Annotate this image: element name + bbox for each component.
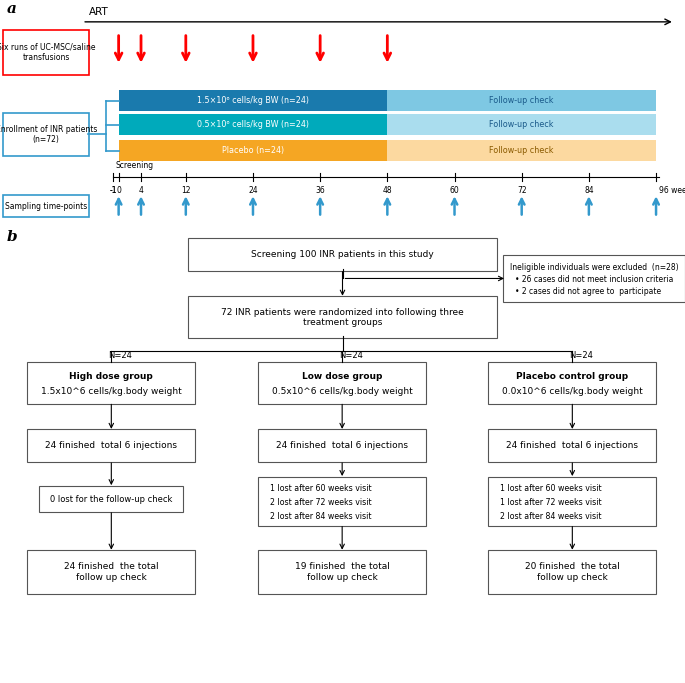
Text: b: b — [7, 230, 18, 244]
Text: Low dose group: Low dose group — [302, 372, 382, 381]
Text: N=24: N=24 — [338, 351, 362, 361]
Bar — [387, 90, 656, 111]
Text: 84: 84 — [584, 186, 594, 195]
Bar — [387, 141, 656, 161]
FancyBboxPatch shape — [488, 430, 656, 462]
Text: 2 lost after 84 weeks visit: 2 lost after 84 weeks visit — [500, 512, 601, 521]
Text: a: a — [7, 2, 16, 16]
Text: 0: 0 — [116, 186, 121, 195]
Bar — [119, 141, 387, 161]
Bar — [119, 90, 387, 111]
Text: 20 finished  the total
follow up check: 20 finished the total follow up check — [525, 562, 620, 582]
Text: 72 INR patients were randomized into following three
treatment groups: 72 INR patients were randomized into fol… — [221, 307, 464, 327]
Text: 2 lost after 84 weeks visit: 2 lost after 84 weeks visit — [270, 512, 371, 521]
Text: Follow-up check: Follow-up check — [490, 146, 554, 155]
Text: 48: 48 — [382, 186, 392, 195]
Text: 4: 4 — [138, 186, 143, 195]
FancyBboxPatch shape — [488, 550, 656, 594]
Text: 2 lost after 72 weeks visit: 2 lost after 72 weeks visit — [270, 498, 371, 507]
Text: 0.5x10^6 cells/kg.body weight: 0.5x10^6 cells/kg.body weight — [272, 387, 412, 395]
Text: Six runs of UC-MSC/saline
transfusions: Six runs of UC-MSC/saline transfusions — [0, 43, 95, 62]
Bar — [387, 114, 656, 135]
FancyBboxPatch shape — [258, 362, 426, 404]
Text: 12: 12 — [181, 186, 190, 195]
Text: 60: 60 — [449, 186, 460, 195]
Text: 24 finished  total 6 injections: 24 finished total 6 injections — [45, 441, 177, 451]
FancyBboxPatch shape — [3, 29, 89, 75]
Text: 1 lost after 60 weeks visit: 1 lost after 60 weeks visit — [270, 484, 371, 494]
FancyBboxPatch shape — [3, 113, 89, 156]
Text: -1: -1 — [110, 186, 116, 195]
Text: 24: 24 — [248, 186, 258, 195]
FancyBboxPatch shape — [39, 486, 184, 512]
Text: N=24: N=24 — [108, 351, 132, 361]
Text: Enrollment of INR patients
(n=72): Enrollment of INR patients (n=72) — [0, 125, 97, 144]
FancyBboxPatch shape — [258, 477, 426, 526]
FancyBboxPatch shape — [188, 296, 497, 338]
Text: 19 finished  the total
follow up check: 19 finished the total follow up check — [295, 562, 390, 582]
Text: Placebo control group: Placebo control group — [516, 372, 628, 381]
FancyBboxPatch shape — [27, 550, 195, 594]
FancyBboxPatch shape — [258, 550, 426, 594]
Text: Screening 100 INR patients in this study: Screening 100 INR patients in this study — [251, 250, 434, 259]
Text: Screening: Screening — [115, 161, 153, 171]
FancyBboxPatch shape — [258, 430, 426, 462]
Text: Sampling time-points: Sampling time-points — [5, 201, 88, 210]
Text: 0 lost for the follow-up check: 0 lost for the follow-up check — [50, 494, 173, 503]
Text: N=24: N=24 — [569, 351, 593, 361]
Text: 0.5×10⁶ cells/kg BW (n=24): 0.5×10⁶ cells/kg BW (n=24) — [197, 120, 309, 129]
Text: ART: ART — [89, 8, 109, 18]
Text: 0.0x10^6 cells/kg.body weight: 0.0x10^6 cells/kg.body weight — [502, 387, 643, 395]
Text: 24 finished  total 6 injections: 24 finished total 6 injections — [276, 441, 408, 451]
FancyBboxPatch shape — [503, 255, 685, 302]
Text: 24 finished  the total
follow up check: 24 finished the total follow up check — [64, 562, 159, 582]
Text: Placebo (n=24): Placebo (n=24) — [222, 146, 284, 155]
FancyBboxPatch shape — [27, 362, 195, 404]
Text: 1.5×10⁶ cells/kg BW (n=24): 1.5×10⁶ cells/kg BW (n=24) — [197, 96, 309, 105]
FancyBboxPatch shape — [488, 477, 656, 526]
Text: • 26 cases did not meet inclusion criteria: • 26 cases did not meet inclusion criter… — [515, 275, 673, 284]
FancyBboxPatch shape — [488, 362, 656, 404]
Bar — [119, 114, 387, 135]
Text: • 2 cases did not agree to  participate: • 2 cases did not agree to participate — [515, 288, 661, 296]
Text: Follow-up check: Follow-up check — [490, 120, 554, 129]
Text: 1 lost after 72 weeks visit: 1 lost after 72 weeks visit — [500, 498, 601, 507]
Text: 1 lost after 60 weeks visit: 1 lost after 60 weeks visit — [500, 484, 601, 494]
Text: High dose group: High dose group — [69, 372, 153, 381]
Text: 1.5x10^6 cells/kg.body weight: 1.5x10^6 cells/kg.body weight — [41, 387, 182, 395]
Text: Ineligible individuals were excluded  (n=28): Ineligible individuals were excluded (n=… — [510, 263, 679, 272]
FancyBboxPatch shape — [3, 195, 89, 217]
Text: Follow-up check: Follow-up check — [490, 96, 554, 105]
FancyBboxPatch shape — [188, 238, 497, 271]
Text: 72: 72 — [517, 186, 527, 195]
Text: 96 weeks: 96 weeks — [660, 186, 685, 195]
Text: 24 finished  total 6 injections: 24 finished total 6 injections — [506, 441, 638, 451]
FancyBboxPatch shape — [27, 430, 195, 462]
Text: -1: -1 — [110, 186, 116, 195]
Text: 36: 36 — [315, 186, 325, 195]
